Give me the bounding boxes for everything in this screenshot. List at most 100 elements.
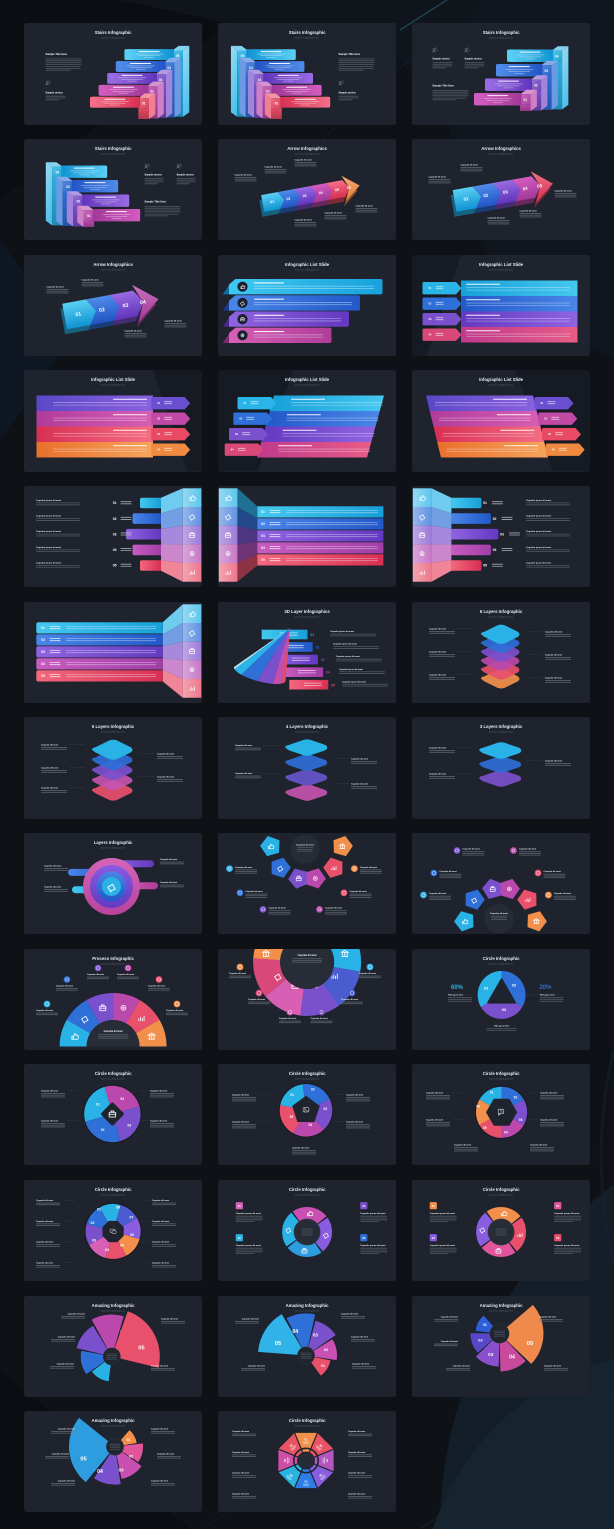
svg-text:04: 04 <box>556 1204 560 1208</box>
svg-text:Cupcake dit amet: Cupcake dit amet <box>232 1493 250 1496</box>
svg-text:01: 01 <box>244 402 247 406</box>
svg-text:05: 05 <box>290 1115 294 1119</box>
svg-text:Cupcake ipsum dit amet: Cupcake ipsum dit amet <box>430 1212 455 1215</box>
svg-text:Cupcake dit amet: Cupcake dit amet <box>311 1017 329 1020</box>
svg-text:Cupcake dit amet: Cupcake dit amet <box>454 1144 472 1147</box>
svg-text:Circle Infographic: Circle Infographic <box>95 1071 132 1076</box>
svg-text:Cupcake dit amet: Cupcake dit amet <box>157 776 175 779</box>
svg-text:Cupcake dit amet: Cupcake dit amet <box>151 1428 169 1431</box>
svg-text:Cupcake dit amet: Cupcake dit amet <box>248 998 266 1001</box>
svg-text:Cupcake ipsum dit amet: Cupcake ipsum dit amet <box>330 630 354 633</box>
svg-text:Amazing Infographic: Amazing Infographic <box>92 1418 135 1423</box>
svg-text:Cupcake dit amet: Cupcake dit amet <box>117 973 135 976</box>
svg-text:Cupcake dit amet: Cupcake dit amet <box>152 1199 170 1202</box>
svg-text:Cupcake dit amet: Cupcake dit amet <box>279 1017 297 1020</box>
svg-text:Insert Your subtitle goes here: Insert Your subtitle goes here <box>489 1078 513 1081</box>
svg-text:Cupcake dit amet: Cupcake dit amet <box>235 174 253 177</box>
svg-text:03: 03 <box>258 78 262 82</box>
svg-text:Cupcake dit amet: Cupcake dit amet <box>539 1315 557 1318</box>
svg-text:05: 05 <box>120 1244 124 1248</box>
svg-text:01: 01 <box>87 214 91 218</box>
svg-text:Stairs Infographic: Stairs Infographic <box>289 30 326 35</box>
svg-text:03: 03 <box>157 433 160 437</box>
svg-text:Cupcake dit amet: Cupcake dit amet <box>41 744 59 747</box>
svg-text:02: 02 <box>478 1337 483 1342</box>
svg-text:Cupcake dit amet: Cupcake dit amet <box>545 630 563 633</box>
svg-text:04: 04 <box>105 1248 109 1252</box>
svg-text:02: 02 <box>157 417 160 421</box>
svg-text:Cupcake dit amet: Cupcake dit amet <box>36 1261 54 1264</box>
svg-text:03: 03 <box>41 650 45 654</box>
svg-text:Cupcake dit amet: Cupcake dit amet <box>429 892 447 895</box>
svg-text:05: 05 <box>527 1341 534 1347</box>
svg-text:Cupcake dit amet: Cupcake dit amet <box>426 1092 444 1095</box>
svg-text:03: 03 <box>519 1118 523 1122</box>
svg-text:Cupcake dit amet: Cupcake dit amet <box>235 866 253 869</box>
svg-text:Stairs Infographic: Stairs Infographic <box>95 30 132 35</box>
svg-text:Cupcake dit amet: Cupcake dit amet <box>341 998 359 1001</box>
svg-text:Cupcake dit amet: Cupcake dit amet <box>58 1335 76 1338</box>
svg-text:Title goes here: Title goes here <box>494 1024 510 1027</box>
svg-text:Cupcake dit amet: Cupcake dit amet <box>462 848 480 851</box>
svg-text:03: 03 <box>92 1239 96 1243</box>
svg-text:02: 02 <box>324 1347 329 1352</box>
svg-text:Layers Infographic: Layers Infographic <box>94 840 133 845</box>
svg-text:05: 05 <box>80 1457 87 1463</box>
svg-text:01: 01 <box>541 402 544 406</box>
svg-text:Insert Your subtitle goes here: Insert Your subtitle goes here <box>295 37 319 40</box>
svg-text:01: 01 <box>523 98 527 102</box>
svg-text:Cupcake dit amet: Cupcake dit amet <box>41 787 59 790</box>
svg-text:Cupcake dit amet: Cupcake dit amet <box>152 1261 170 1264</box>
svg-text:Cupcake dit amet: Cupcake dit amet <box>242 1317 260 1320</box>
svg-text:Cupcake dit amet: Cupcake dit amet <box>543 870 561 873</box>
svg-text:Cupcake dit amet: Cupcake dit amet <box>150 1120 168 1123</box>
svg-text:Infographic List Slide: Infographic List Slide <box>479 261 524 266</box>
svg-text:Circle Infographic: Circle Infographic <box>483 1071 520 1076</box>
svg-text:Insert Your subtitle goes here: Insert Your subtitle goes here <box>295 1078 319 1081</box>
svg-text:Cupcake ipsum dit amet: Cupcake ipsum dit amet <box>526 514 551 517</box>
svg-text:02: 02 <box>514 1096 518 1100</box>
svg-text:01: 01 <box>41 626 45 630</box>
svg-text:04: 04 <box>140 299 147 306</box>
svg-text:Amazing Infographic: Amazing Infographic <box>286 1302 329 1307</box>
svg-text:04: 04 <box>319 191 324 196</box>
svg-text:Stairs Infographic: Stairs Infographic <box>95 146 132 151</box>
svg-text:Cupcake dit amet: Cupcake dit amet <box>487 217 505 220</box>
svg-text:02: 02 <box>113 517 117 521</box>
svg-text:Cupcake dit amet: Cupcake dit amet <box>36 1241 54 1244</box>
svg-text:Insert Your subtitle goes here: Insert Your subtitle goes here <box>489 731 513 734</box>
svg-text:Cupcake dit amet: Cupcake dit amet <box>351 783 369 786</box>
svg-text:Cupcake dit amet: Cupcake dit amet <box>41 1120 59 1123</box>
svg-text:01: 01 <box>113 501 117 505</box>
svg-text:01: 01 <box>157 402 160 406</box>
svg-text:04: 04 <box>292 1329 298 1335</box>
svg-text:Circle Infographic: Circle Infographic <box>289 1418 326 1423</box>
svg-text:Cupcake dit amet: Cupcake dit amet <box>429 773 447 776</box>
svg-text:04: 04 <box>113 548 117 552</box>
svg-text:Title goes here: Title goes here <box>448 993 464 996</box>
svg-text:Insert Your subtitle goes here: Insert Your subtitle goes here <box>101 268 125 271</box>
svg-text:Cupcake dit amet: Cupcake dit amet <box>36 1199 54 1202</box>
svg-text:Cupcake dit amet: Cupcake dit amet <box>232 1430 250 1433</box>
svg-text:Cupcake dit amet: Cupcake dit amet <box>151 1480 169 1483</box>
svg-text:Cupcake dit amet: Cupcake dit amet <box>166 1009 184 1012</box>
svg-text:Cupcake dit amet: Cupcake dit amet <box>160 858 178 861</box>
svg-text:Cupcake dit amet: Cupcake dit amet <box>232 1451 250 1454</box>
svg-text:Cupcake dit amet: Cupcake dit amet <box>157 753 175 756</box>
svg-text:Cupcake dit amet: Cupcake dit amet <box>269 907 287 910</box>
svg-text:Cupcake dit amet: Cupcake dit amet <box>429 673 447 676</box>
svg-text:01: 01 <box>261 510 265 514</box>
svg-text:04: 04 <box>289 1473 294 1478</box>
svg-text:07: 07 <box>130 1215 134 1219</box>
svg-text:Cupcake dit amet: Cupcake dit amet <box>298 954 317 957</box>
svg-text:Cupcake ipsum dit amet: Cupcake ipsum dit amet <box>36 546 61 549</box>
svg-text:Cupcake dit amet: Cupcake dit amet <box>152 1220 170 1223</box>
svg-text:Cupcake dit amet: Cupcake dit amet <box>325 212 343 215</box>
svg-text:04: 04 <box>522 186 528 192</box>
svg-text:07: 07 <box>325 1459 329 1463</box>
svg-text:60%: 60% <box>451 985 464 991</box>
svg-text:Insert Your subtitle goes here: Insert Your subtitle goes here <box>295 384 319 387</box>
svg-text:Arrow Infographics: Arrow Infographics <box>481 146 521 151</box>
svg-text:Cupcake ipsum dit amet: Cupcake ipsum dit amet <box>236 1244 261 1247</box>
svg-text:Sample service: Sample service <box>339 92 357 95</box>
